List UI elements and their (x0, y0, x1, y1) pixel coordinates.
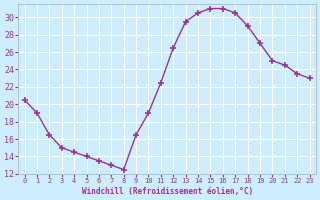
X-axis label: Windchill (Refroidissement éolien,°C): Windchill (Refroidissement éolien,°C) (82, 187, 253, 196)
